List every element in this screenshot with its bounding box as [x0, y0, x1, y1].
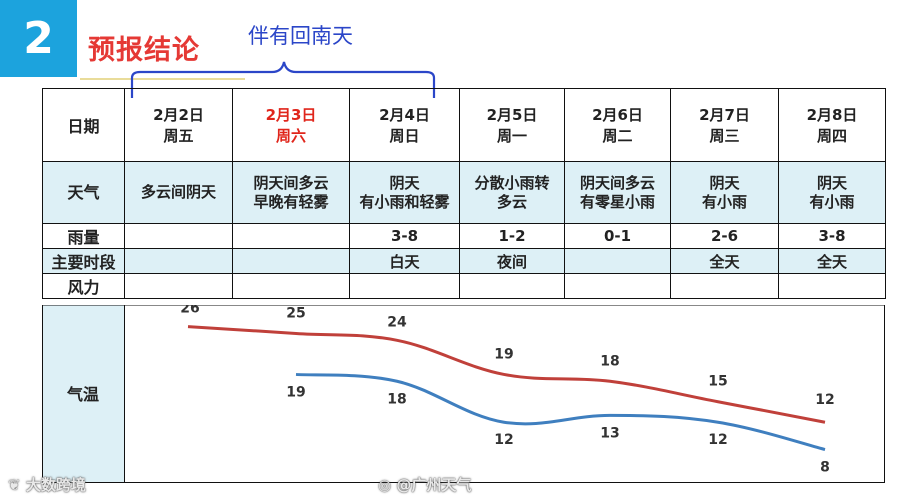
date-row: 日期 2月2日 周五 2月3日 周六 2月4日 周日 2月5日 周一 2月6日 周二 2月…: [42, 88, 886, 162]
period-cell: 全天: [778, 248, 886, 274]
title-underline: [80, 78, 245, 80]
low-temp-label: 12: [494, 432, 513, 448]
watermark-right: ◎ @广州天气: [378, 476, 472, 494]
high-temp-line: [187, 325, 826, 424]
rain-cell: 3-8: [349, 223, 460, 249]
rain-cell: 0-1: [564, 223, 671, 249]
date-cell: 2月4日 周日: [349, 88, 460, 162]
row-label-weather: 天气: [42, 161, 125, 224]
wind-cell: [564, 273, 671, 299]
weather-cell: 阴天 有小雨: [670, 161, 779, 224]
date-cell: 2月7日 周三: [670, 88, 779, 162]
date-cell: 2月6日 周二: [564, 88, 671, 162]
high-temp-label: 19: [494, 346, 513, 362]
weather-row: 天气 多云间阴天 阴天间多云 早晚有轻雾 阴天 有小雨和轻雾 分散小雨转 多云 阴天间…: [42, 161, 886, 224]
page-title: 预报结论: [88, 35, 200, 66]
date-cell: 2月2日 周五: [124, 88, 233, 162]
date-cell: 2月8日 周四: [778, 88, 886, 162]
chart-plot-cell: [124, 305, 885, 483]
period-cell: [232, 248, 350, 274]
row-label-temp: 气温: [66, 385, 99, 404]
rain-row: 雨量 3-8 1-2 0-1 2-6 3-8: [42, 223, 886, 249]
weather-cell: 阴天间多云 有零星小雨: [564, 161, 671, 224]
wind-cell: [232, 273, 350, 299]
temp-label-cell: [42, 305, 125, 483]
period-cell: [124, 248, 233, 274]
row-label-wind: 风力: [42, 273, 125, 299]
rain-cell: 2-6: [670, 223, 779, 249]
section-number-badge: 2: [0, 0, 77, 77]
period-cell: 全天: [670, 248, 779, 274]
wind-cell: [349, 273, 460, 299]
period-cell: [564, 248, 671, 274]
low-temp-label: 12: [708, 432, 727, 448]
paw-icon: ❦: [8, 476, 21, 494]
low-temp-line: [295, 372, 826, 451]
weather-cell: 阴天 有小雨和轻雾: [349, 161, 460, 224]
period-row: 主要时段 白天 夜间 全天 全天: [42, 248, 886, 274]
high-temp-label: 24: [387, 314, 407, 330]
high-temp-label: 18: [600, 353, 619, 369]
rain-cell: [124, 223, 233, 249]
weather-cell: 阴天 有小雨: [778, 161, 886, 224]
wind-row: 风力: [42, 273, 886, 299]
low-temp-label: 13: [600, 425, 619, 441]
temperature-chart: 气温 26 25 24 19 18 15 12 19 18 12 13 12 8: [42, 305, 885, 483]
low-temp-label: 8: [820, 460, 830, 476]
weibo-icon: ◎: [378, 476, 392, 494]
date-cell: 2月5日 周一: [459, 88, 565, 162]
period-cell: 夜间: [459, 248, 565, 274]
row-label-date: 日期: [42, 88, 125, 162]
high-temp-label: 15: [708, 374, 727, 390]
row-label-period: 主要时段: [42, 248, 125, 274]
rain-cell: [232, 223, 350, 249]
row-label-rain: 雨量: [42, 223, 125, 249]
wind-cell: [778, 273, 886, 299]
weather-cell: 分散小雨转 多云: [459, 161, 565, 224]
high-temp-label: 26: [180, 305, 199, 317]
rain-cell: 3-8: [778, 223, 886, 249]
forecast-table: 日期 2月2日 周五 2月3日 周六 2月4日 周日 2月5日 周一 2月6日 周二 2月…: [42, 88, 886, 299]
wind-cell: [124, 273, 233, 299]
annotation-text: 伴有回南天: [248, 24, 353, 48]
annotation-bracket: [130, 61, 436, 98]
wind-cell: [459, 273, 565, 299]
date-cell-highlight: 2月3日 周六: [232, 88, 350, 162]
high-temp-label: 12: [815, 392, 834, 408]
period-cell: 白天: [349, 248, 460, 274]
low-temp-label: 19: [286, 384, 305, 400]
wind-cell: [670, 273, 779, 299]
low-temp-label: 18: [387, 391, 406, 407]
high-temp-label: 25: [286, 305, 305, 321]
rain-cell: 1-2: [459, 223, 565, 249]
weather-cell: 多云间阴天: [124, 161, 233, 224]
weather-cell: 阴天间多云 早晚有轻雾: [232, 161, 350, 224]
temperature-chart-area: 气温 26 25 24 19 18 15 12 19 18 12 13 12 8: [42, 305, 885, 483]
watermark-left: ❦ 大数跨境: [8, 476, 86, 494]
